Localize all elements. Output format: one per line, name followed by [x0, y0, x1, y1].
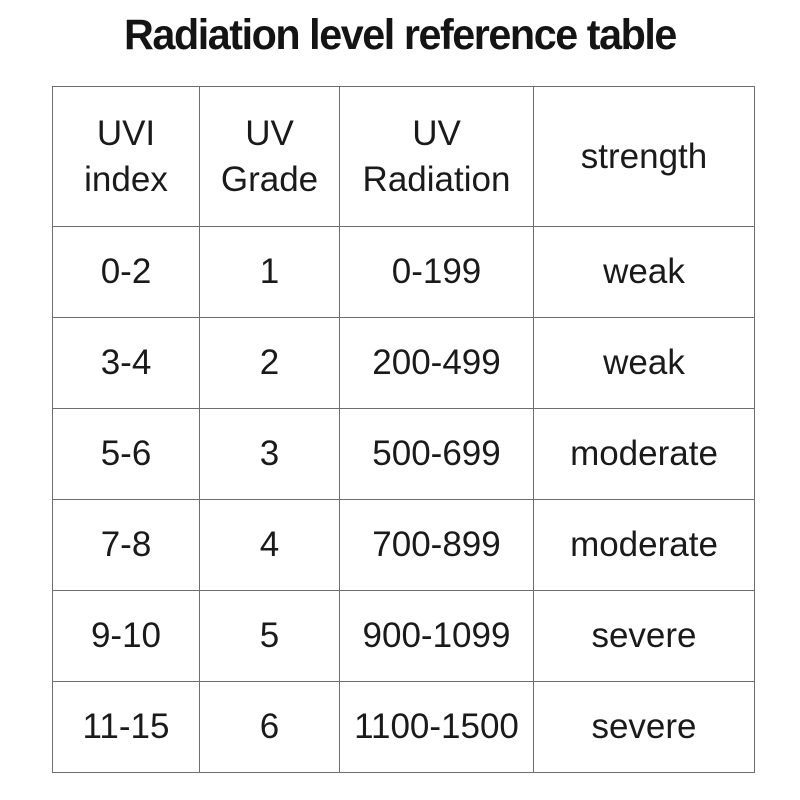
table-row: 9-10 5 900-1099 severe — [52, 590, 755, 682]
cell-uv-grade: 5 — [199, 590, 340, 682]
cell-uv-radiation: 1100-1500 — [339, 681, 534, 773]
cell-uv-grade: 3 — [199, 408, 340, 500]
header-uv-radiation: UV Radiation — [339, 86, 534, 227]
cell-strength: severe — [533, 681, 755, 773]
cell-strength: weak — [533, 226, 755, 318]
cell-uv-radiation: 0-199 — [339, 226, 534, 318]
cell-uv-grade: 6 — [199, 681, 340, 773]
cell-uvi-index: 3-4 — [52, 317, 200, 409]
header-uvi-index: UVI index — [52, 86, 200, 227]
table-row: 7-8 4 700-899 moderate — [52, 499, 755, 591]
cell-uv-radiation: 500-699 — [339, 408, 534, 500]
header-strength: strength — [533, 86, 755, 227]
page-title: Radiation level reference table — [124, 11, 677, 59]
header-uv-grade: UV Grade — [199, 86, 340, 227]
cell-uv-grade: 4 — [199, 499, 340, 591]
cell-uvi-index: 5-6 — [52, 408, 200, 500]
cell-uv-radiation: 200-499 — [339, 317, 534, 409]
cell-uv-grade: 1 — [199, 226, 340, 318]
cell-uv-grade: 2 — [199, 317, 340, 409]
table-row: 3-4 2 200-499 weak — [52, 317, 755, 409]
table-header-row: UVI index UV Grade UV Radiation strength — [52, 86, 755, 227]
cell-uvi-index: 7-8 — [52, 499, 200, 591]
cell-uvi-index: 9-10 — [52, 590, 200, 682]
cell-strength: severe — [533, 590, 755, 682]
table-row: 11-15 6 1100-1500 severe — [52, 681, 755, 773]
table-row: 0-2 1 0-199 weak — [52, 226, 755, 318]
cell-uv-radiation: 700-899 — [339, 499, 534, 591]
cell-uvi-index: 11-15 — [52, 681, 200, 773]
cell-uvi-index: 0-2 — [52, 226, 200, 318]
radiation-reference-table: UVI index UV Grade UV Radiation strength… — [52, 86, 755, 773]
cell-strength: moderate — [533, 408, 755, 500]
table-row: 5-6 3 500-699 moderate — [52, 408, 755, 500]
cell-strength: weak — [533, 317, 755, 409]
cell-uv-radiation: 900-1099 — [339, 590, 534, 682]
cell-strength: moderate — [533, 499, 755, 591]
